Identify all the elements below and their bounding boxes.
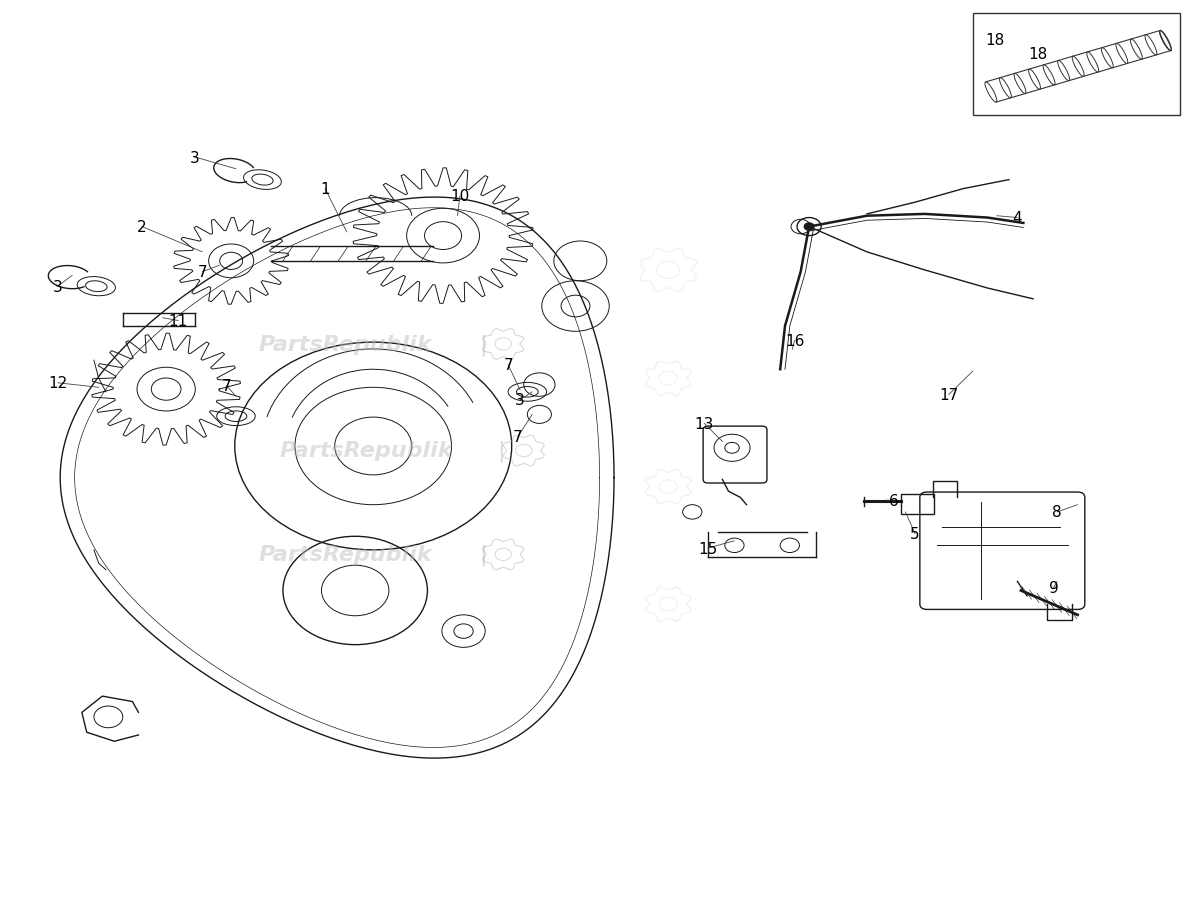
Text: 6: 6 bbox=[889, 493, 898, 508]
Text: 7: 7 bbox=[222, 379, 231, 393]
Text: 11: 11 bbox=[169, 314, 188, 328]
Circle shape bbox=[804, 224, 814, 231]
Bar bbox=[901, 494, 934, 514]
Text: 3: 3 bbox=[515, 393, 525, 408]
Text: 17: 17 bbox=[939, 388, 958, 402]
Text: 3: 3 bbox=[190, 151, 200, 165]
Text: 18: 18 bbox=[1028, 47, 1047, 61]
Text: 10: 10 bbox=[450, 189, 470, 204]
Text: 7: 7 bbox=[197, 265, 207, 280]
Text: |: | bbox=[479, 544, 486, 566]
Text: 7: 7 bbox=[513, 430, 523, 445]
Text: 16: 16 bbox=[785, 334, 804, 348]
Text: |: | bbox=[497, 440, 504, 462]
Text: 13: 13 bbox=[695, 417, 714, 431]
Text: PartsRepublik: PartsRepublik bbox=[259, 335, 432, 354]
Text: 2: 2 bbox=[137, 220, 147, 235]
Text: 8: 8 bbox=[1052, 505, 1062, 520]
Text: 5: 5 bbox=[910, 527, 920, 541]
Text: PartsRepublik: PartsRepublik bbox=[259, 545, 432, 565]
Text: PartsRepublik: PartsRepublik bbox=[279, 441, 453, 461]
Text: |: | bbox=[479, 334, 486, 355]
Text: 18: 18 bbox=[985, 32, 1004, 48]
Text: 12: 12 bbox=[48, 376, 67, 391]
Text: 7: 7 bbox=[503, 358, 513, 373]
Text: 4: 4 bbox=[1013, 211, 1022, 226]
Text: 3: 3 bbox=[53, 280, 63, 294]
Text: 15: 15 bbox=[698, 541, 718, 556]
Text: 9: 9 bbox=[1049, 581, 1058, 595]
Bar bbox=[973, 14, 1180, 115]
Text: 1: 1 bbox=[320, 182, 330, 197]
